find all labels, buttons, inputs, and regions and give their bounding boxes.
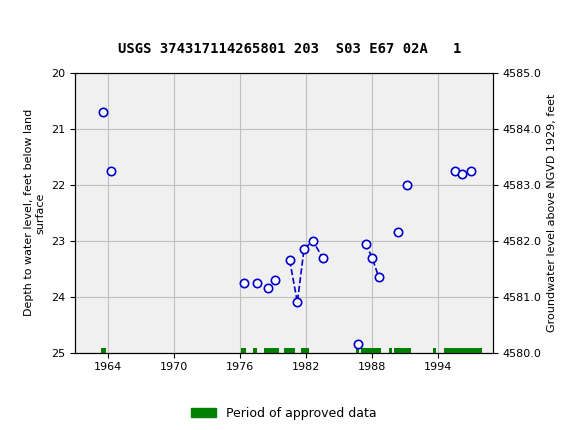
Text: ▒USGS: ▒USGS: [12, 13, 78, 39]
Bar: [241, 348, 246, 357]
Bar: [444, 348, 482, 357]
Bar: [284, 348, 295, 357]
Y-axis label: Groundwater level above NGVD 1929, feet: Groundwater level above NGVD 1929, feet: [548, 94, 557, 332]
Legend: Period of approved data: Period of approved data: [186, 402, 382, 424]
Bar: [356, 348, 359, 357]
Bar: [101, 348, 106, 357]
Bar: [300, 348, 310, 357]
Bar: [394, 348, 411, 357]
Bar: [433, 348, 436, 357]
Text: USGS 374317114265801 203  S03 E67 02A   1: USGS 374317114265801 203 S03 E67 02A 1: [118, 42, 462, 56]
Y-axis label: Depth to water level, feet below land
surface: Depth to water level, feet below land su…: [24, 109, 46, 316]
Bar: [361, 348, 381, 357]
Bar: [389, 348, 392, 357]
Bar: [253, 348, 257, 357]
Bar: [264, 348, 279, 357]
